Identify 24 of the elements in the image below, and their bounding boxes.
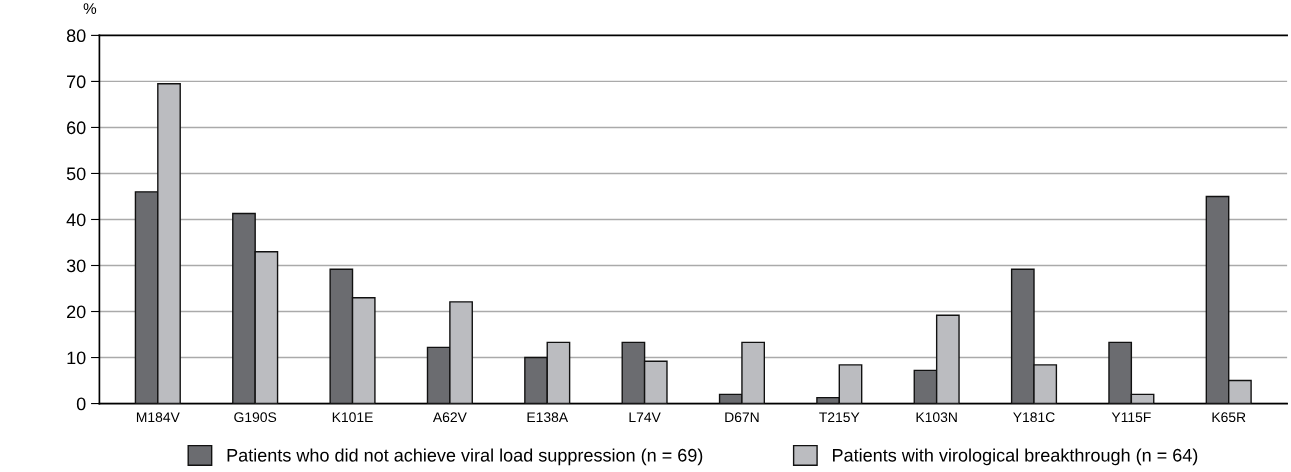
y-tick-label: 70 [67,75,86,89]
y-tick-label: 30 [66,259,86,273]
x-tick-label: M184V [136,412,180,423]
x-tick-label: K103N [916,412,957,423]
x-tick-label: E138A [527,412,569,423]
x-tick-label: D67N [725,412,759,423]
x-tick-label: K65R [1212,412,1246,423]
x-tick-label: G190S [234,412,277,423]
x-tick-label: Y115F [1111,412,1151,423]
y-axis-title: % [83,3,97,14]
x-tick-label: K101E [332,412,373,423]
y-tick-label: 80 [66,29,86,43]
y-tick-label: 10 [67,351,86,365]
x-tick-label: T215Y [819,412,860,423]
x-tick-label: A62V [432,412,467,423]
legend-label: Patients with virological breakthrough (n = 64) [833,448,1198,466]
y-tick-label: 60 [67,121,86,135]
y-tick-label: 20 [67,305,86,319]
x-tick-label: L74V [629,412,661,422]
y-tick-label: 40 [66,213,86,227]
x-tick-label: Y181C [1013,412,1055,423]
y-tick-label: 50 [66,167,86,181]
legend-label: Patients who did not achieve viral load suppression (n = 69) [227,448,703,466]
y-tick-label: 0 [76,397,86,411]
